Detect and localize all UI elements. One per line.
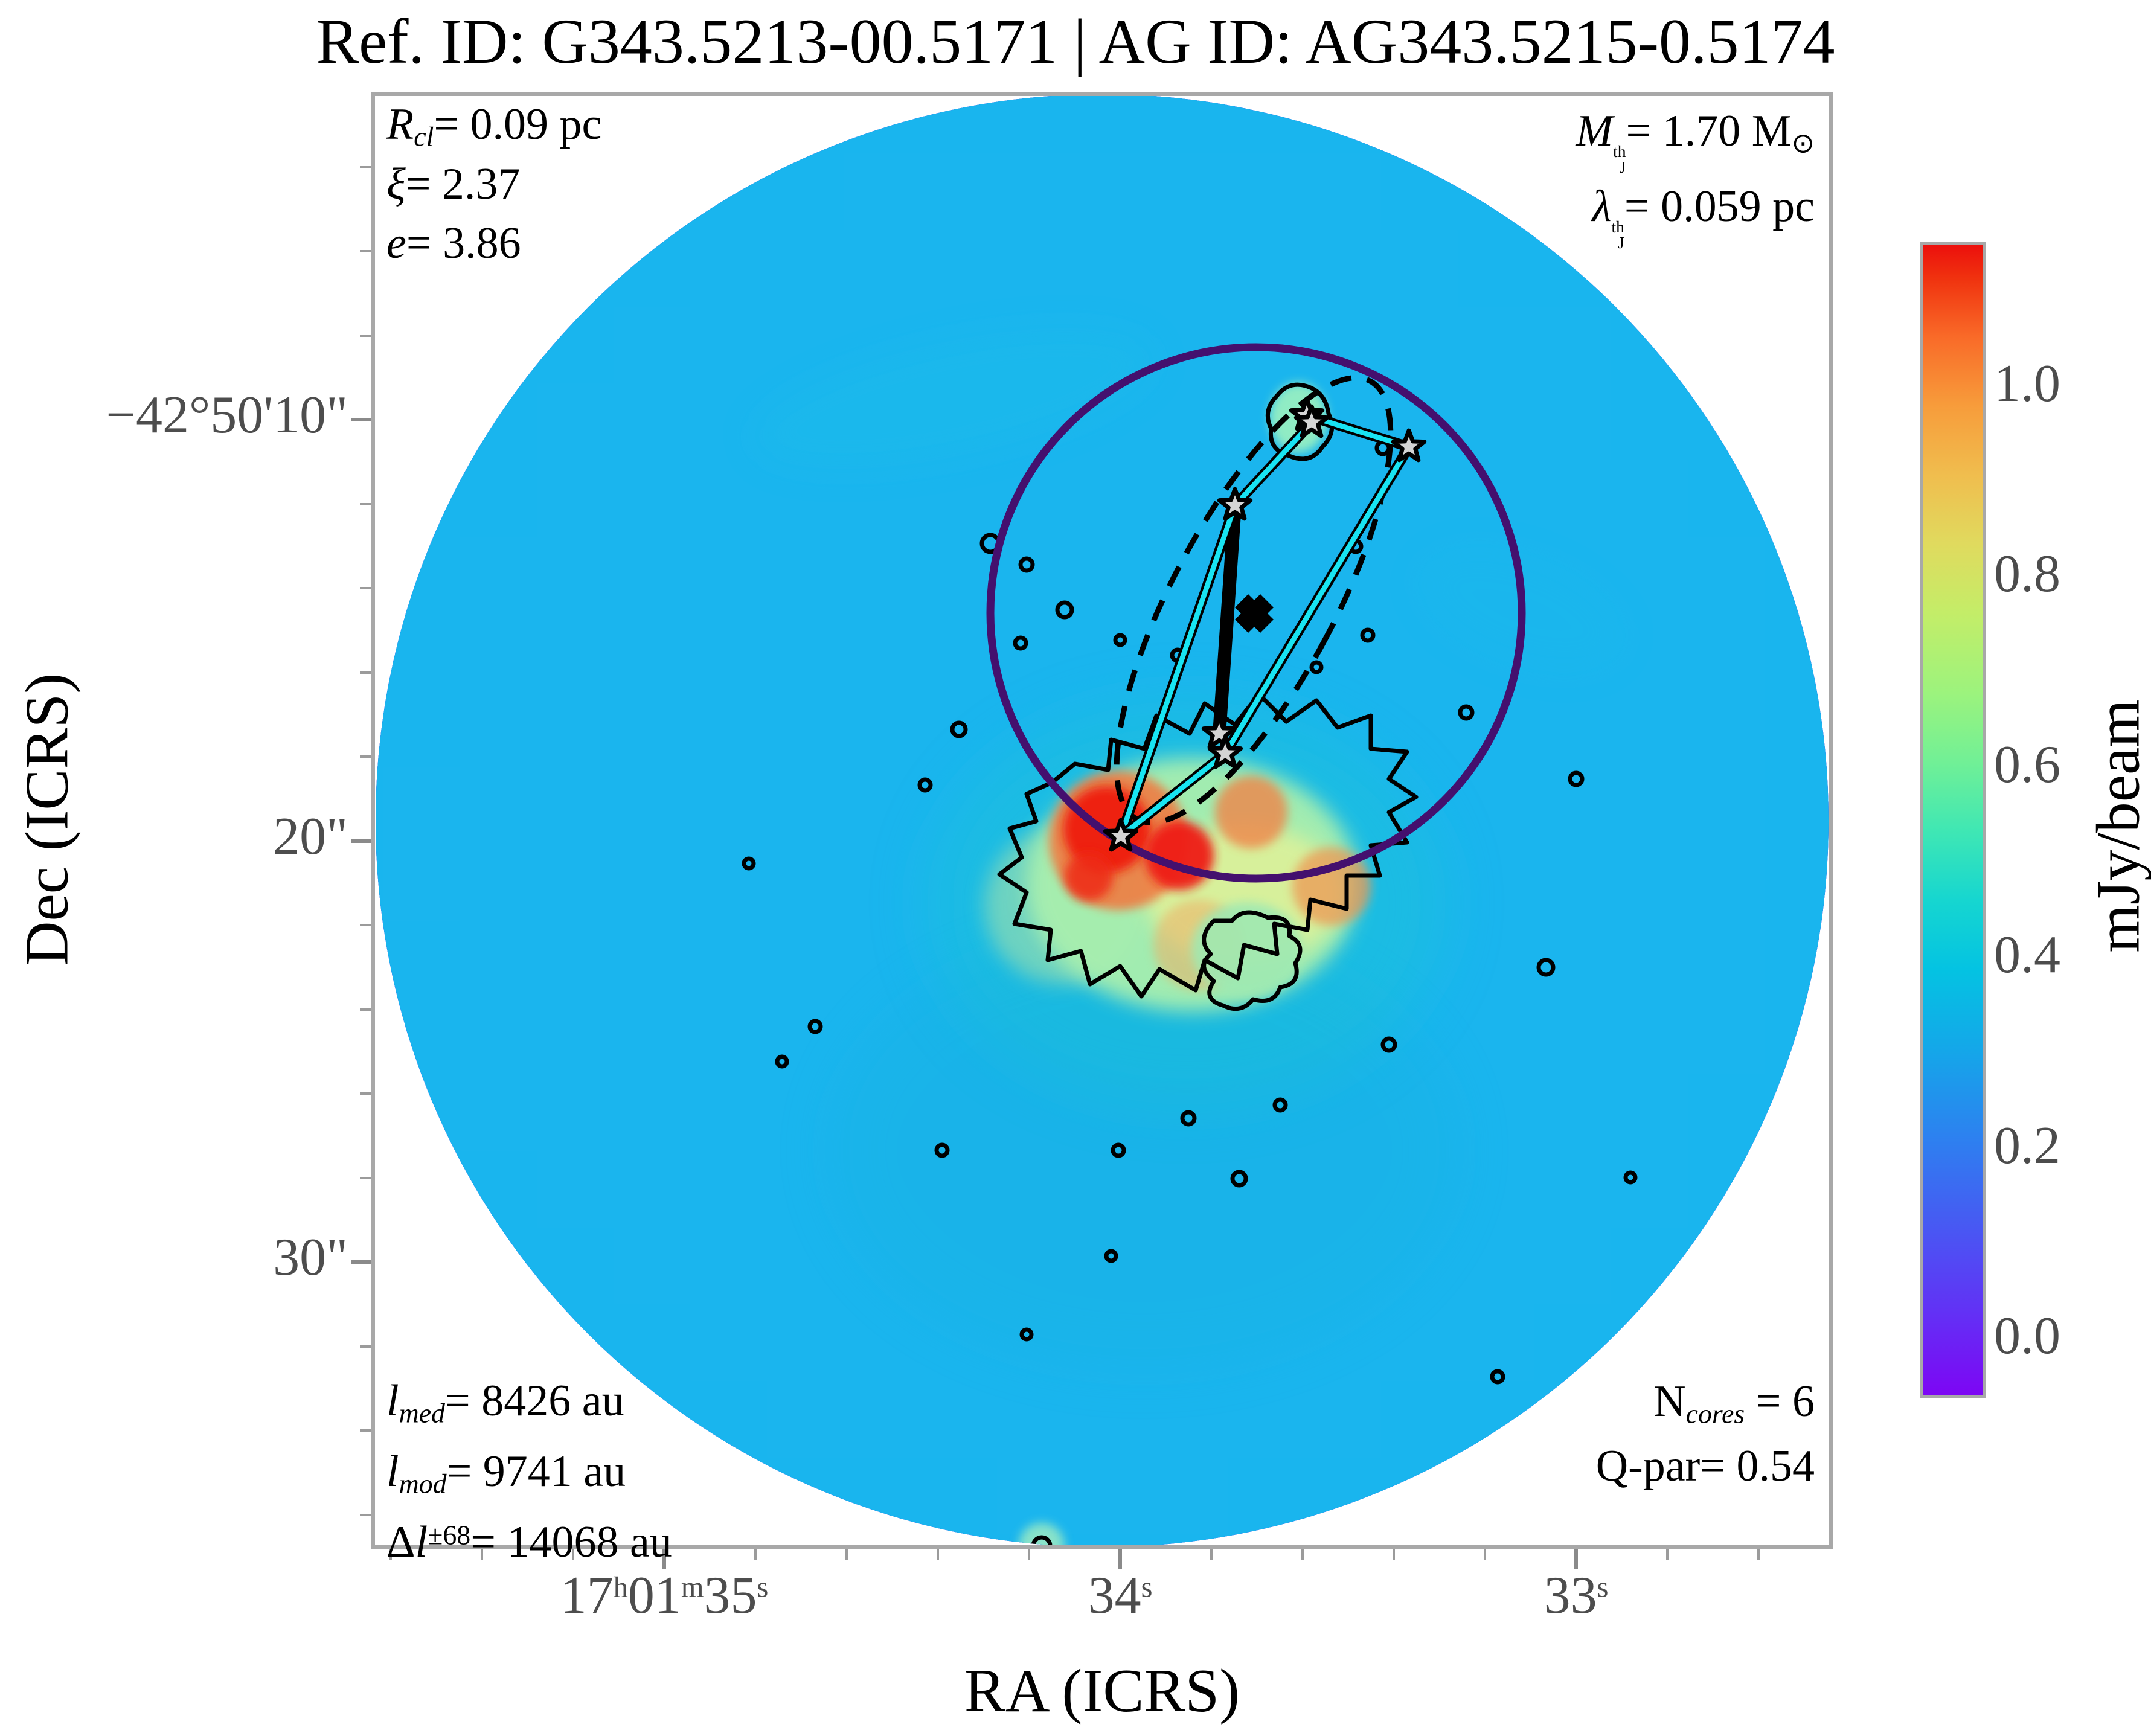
minor-tick [389, 1549, 392, 1560]
x-axis-label: RA (ICRS) [964, 1657, 1240, 1725]
minor-tick [360, 924, 371, 926]
minor-tick [360, 1513, 371, 1516]
figure-title: Ref. ID: G343.5213-00.5171 | AG ID: AG34… [316, 6, 1835, 77]
colorbar-label: mJy/beam [2084, 699, 2151, 953]
minor-tick [360, 755, 371, 758]
axes-frame [371, 92, 1833, 1549]
colorbar [1920, 242, 1986, 1398]
annotation-line: ξ= 2.37 [386, 159, 521, 210]
annotation-line: Rcl= 0.09 pc [386, 100, 602, 152]
bright-source [752, 328, 1626, 1547]
major-tick [1118, 1549, 1122, 1569]
annotation-bottom-left: lmed= 8426 au lmod= 9741 au Δl±68= 14068 a… [386, 1366, 672, 1578]
minor-tick [1484, 1549, 1486, 1560]
minor-tick [1393, 1549, 1395, 1560]
mst-edge [1213, 499, 1242, 740]
minor-tick [360, 1345, 371, 1348]
minor-tick [360, 250, 371, 252]
major-tick [662, 1549, 666, 1569]
colorbar-tick-label: 0.8 [1994, 545, 2060, 603]
major-tick [351, 1260, 371, 1264]
major-tick [1574, 1549, 1578, 1569]
minor-tick [360, 671, 371, 674]
minor-tick [1301, 1549, 1304, 1560]
mst-edge [1118, 502, 1238, 839]
y-tick-label: 20" [273, 807, 348, 866]
minor-tick [1210, 1549, 1213, 1560]
major-tick [351, 418, 371, 421]
annotation-line: Ncores = 6 [1653, 1377, 1815, 1429]
colorbar-tick-label: 0.4 [1994, 926, 2060, 984]
y-tick-label: 30" [273, 1228, 348, 1287]
minor-tick [1028, 1549, 1030, 1560]
colorbar-tick-label: 1.0 [1994, 354, 2060, 413]
x-tick-label: 34s [1088, 1566, 1153, 1625]
clump-center-x-marker [1235, 594, 1274, 633]
annotation-line: lmod= 9741 au [386, 1446, 626, 1499]
minor-tick [845, 1549, 848, 1560]
minor-tick [937, 1549, 939, 1560]
minor-tick [360, 165, 371, 168]
annotation-line: lmed= 8426 au [386, 1376, 624, 1429]
minor-tick [360, 587, 371, 589]
annotation-line: Δl±68= 14068 au [386, 1517, 672, 1567]
minor-tick [1666, 1549, 1669, 1560]
minor-tick [1757, 1549, 1760, 1560]
annotation-line: λ th J = 0.059 pc [1592, 181, 1815, 252]
minor-tick [360, 334, 371, 337]
annotation-bottom-right: Ncores = 6 Q-par= 0.54 [1147, 1369, 1815, 1499]
colorbar-tick-label: 0.6 [1994, 735, 2060, 794]
minor-tick [360, 1092, 371, 1095]
minor-tick [481, 1549, 483, 1560]
minor-tick [360, 1008, 371, 1011]
annotation-line: e= 3.86 [386, 218, 521, 268]
minor-tick [572, 1549, 574, 1560]
x-tick-label: 33s [1544, 1566, 1609, 1625]
y-axis-label: Dec (ICRS) [13, 673, 82, 966]
mst-edge [1222, 444, 1412, 757]
annotation-line: Q-par= 0.54 [1595, 1441, 1815, 1491]
x-tick-label: 17h01m35s [560, 1566, 769, 1625]
mst-edge [1232, 420, 1315, 508]
colorbar-tick-label: 0.0 [1994, 1307, 2060, 1365]
mst-edge [1118, 751, 1228, 839]
minor-tick [360, 1176, 371, 1179]
annotation-top-left: Rcl= 0.09 pc ξ= 2.37 e= 3.86 [386, 95, 601, 273]
minor-tick [360, 1429, 371, 1432]
minor-tick [360, 502, 371, 505]
major-tick [351, 839, 371, 843]
y-tick-label: −42°50'10" [106, 386, 348, 444]
clump-radius-circle [986, 343, 1526, 883]
minor-tick [754, 1549, 757, 1560]
colorbar-tick-label: 0.2 [1994, 1116, 2060, 1175]
